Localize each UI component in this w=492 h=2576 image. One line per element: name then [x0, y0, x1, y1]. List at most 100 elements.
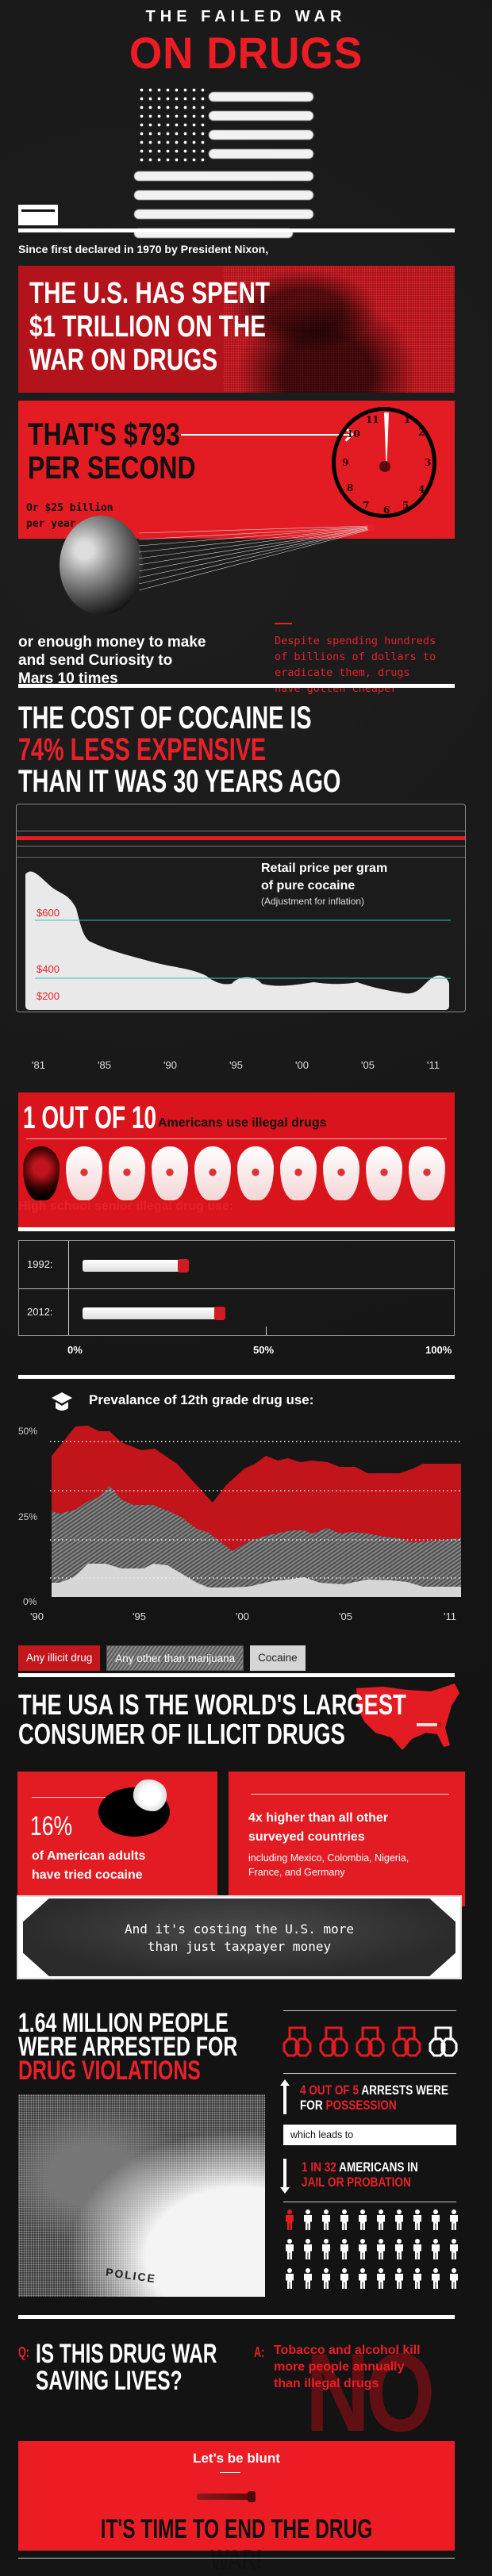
tried-cocaine-desc: of American adults have tried cocaine — [32, 1849, 146, 1882]
cocaine-flag-illustration — [131, 86, 318, 244]
price-chart-title: Retail price per gram of pure cocaine — [261, 862, 388, 893]
leads-to-label: which leads to — [283, 2125, 456, 2145]
handcuffs-row — [282, 2025, 459, 2058]
person-icon — [338, 2209, 351, 2230]
police-arrest-photo: POLICE — [18, 2094, 265, 2297]
person-icon — [283, 2239, 296, 2259]
arrow-right-icon — [181, 434, 352, 436]
trillion-headline: THE U.S. HAS SPENT $1 TRILLION ON THE WA… — [29, 277, 271, 377]
curiosity-text: or enough money to make and send Curiosi… — [18, 634, 206, 687]
person-icon — [429, 2239, 442, 2259]
per-year-text: Or $25 billion per year — [26, 502, 113, 530]
one-out-of-ten-panel: 1 OUT OF 10 Americans use illegal drugs — [18, 1092, 455, 1230]
answer-marker: A: — [254, 2344, 265, 2360]
divider — [18, 228, 455, 232]
prevalence-title: Prevalance of 12th grade drug use: — [89, 1392, 314, 1407]
legend-other-than-marijuana: Any other than marijuana — [106, 1645, 244, 1671]
answer-text: Tobacco and alcohol kill more people ann… — [274, 2344, 421, 2390]
eagle-icon — [237, 1146, 274, 1200]
legend-cocaine: Cocaine — [250, 1645, 306, 1671]
person-icon — [393, 2209, 406, 2230]
divider — [18, 2315, 455, 2319]
person-icon — [338, 2268, 351, 2289]
person-icon — [283, 2268, 296, 2289]
person-icon — [356, 2239, 369, 2259]
person-icon — [429, 2268, 442, 2289]
one-of-ten-desc: Americans use illegal drugs — [158, 1116, 327, 1130]
launch-beam-graphic — [139, 525, 369, 591]
cocaine-tried-panel: 16% of American adults have tried cocain… — [17, 1772, 217, 1906]
person-icon-highlighted — [283, 2209, 296, 2230]
intro-text: Since first declared in 1970 by Presiden… — [18, 243, 269, 255]
person-icon — [356, 2209, 369, 2230]
kicker-title: THE FAILED WAR — [145, 8, 347, 25]
eagle-icon — [152, 1146, 188, 1200]
handcuff-icon-red — [356, 2026, 385, 2057]
person-icon — [375, 2268, 387, 2289]
eagle-icon — [66, 1146, 102, 1200]
person-icon — [393, 2239, 406, 2259]
clock-hand — [384, 413, 389, 462]
person-icon — [448, 2268, 460, 2289]
hundred-dollar-bill — [23, 1898, 455, 1976]
joint-bar-1992 — [83, 1259, 189, 1273]
question-marker: Q: — [18, 2344, 29, 2360]
person-icon — [302, 2268, 314, 2289]
question-text: IS THIS DRUG WAR SAVING LIVES? — [36, 2339, 217, 2396]
hs-use-bar-chart: 1992: 2012: — [18, 1240, 455, 1336]
person-icon — [411, 2268, 424, 2289]
arrow-down-icon — [280, 2159, 290, 2194]
person-icon — [375, 2209, 387, 2230]
person-icon — [320, 2239, 332, 2259]
eagle-icon — [280, 1146, 317, 1200]
tried-cocaine-pct: 16% — [30, 1811, 73, 1841]
prevalence-legend: Any illicit drug Any other than marijuan… — [18, 1645, 306, 1671]
jail-stat: 1 IN 32 AMERICANS IN JAIL OR PROBATION — [302, 2159, 418, 2190]
person-icon — [338, 2239, 351, 2259]
comparison-panel: 4x higher than all other surveyed countr… — [229, 1772, 465, 1906]
eagle-icon-highlighted — [23, 1146, 60, 1200]
price-area-chart — [25, 871, 451, 1010]
main-title: ON DRUGS — [129, 28, 363, 78]
eagle-icon — [109, 1146, 145, 1200]
nixon-panel: THE U.S. HAS SPENT $1 TRILLION ON THE WA… — [18, 266, 455, 393]
razor-blade-icon — [18, 205, 58, 225]
person-icon — [302, 2209, 314, 2230]
nixon-photo — [223, 266, 455, 393]
mars-icon — [367, 524, 375, 532]
eagle-icon — [409, 1146, 445, 1200]
blunt-lead: Let's be blunt — [193, 2451, 280, 2466]
divider — [18, 1673, 455, 1677]
usa-consumer-headline: THE USA IS THE WORLD'S LARGEST CONSUMER … — [18, 1688, 406, 1750]
eagle-icon-row — [23, 1146, 445, 1200]
arrests-headline: 1.64 MILLION PEOPLE WERE ARRESTED FOR DR… — [18, 2008, 238, 2086]
cocaine-powder-icon — [133, 1779, 167, 1811]
person-icon — [429, 2209, 442, 2230]
end-drug-war-cta: IT'S TIME TO END THE DRUG WAR! — [100, 2514, 373, 2575]
person-icon — [448, 2209, 460, 2230]
money-banner: And it's costing the U.S. more than just… — [17, 1895, 462, 1979]
cocaine-cost-headline: THE COST OF COCAINE IS 74% LESS EXPENSIV… — [18, 701, 341, 799]
per-second-headline: THAT'S $793 PER SECOND — [28, 417, 196, 486]
clock-icon: 11 1 10 2 9 3 8 4 7 6 5 — [332, 407, 436, 518]
price-chart-subtitle: (Adjustment for inflation) — [261, 896, 365, 907]
divider — [18, 684, 455, 688]
person-icon — [356, 2268, 369, 2289]
graduation-cap-icon — [52, 1392, 72, 1411]
eagle-icon — [366, 1146, 402, 1200]
prevalence-area-chart — [50, 1426, 461, 1597]
possession-stat: 4 OUT OF 5 ARRESTS WERE FOR POSSESSION — [300, 2083, 448, 2113]
earth-icon — [60, 516, 143, 615]
person-icon — [393, 2268, 406, 2289]
person-icon — [411, 2209, 424, 2230]
person-icon — [448, 2239, 460, 2259]
eagle-icon — [194, 1146, 231, 1200]
person-icon — [411, 2239, 424, 2259]
closing-panel: Let's be blunt IT'S TIME TO END THE DRUG… — [18, 2441, 455, 2575]
handcuff-icon-red — [392, 2026, 421, 2057]
arrow-up-icon — [280, 2079, 290, 2114]
one-of-ten-stat: 1 OUT OF 10 — [23, 1100, 157, 1135]
comparison-headline: 4x higher than all other surveyed countr… — [248, 1811, 389, 1844]
divider — [18, 1227, 455, 1231]
person-icon — [320, 2209, 332, 2230]
